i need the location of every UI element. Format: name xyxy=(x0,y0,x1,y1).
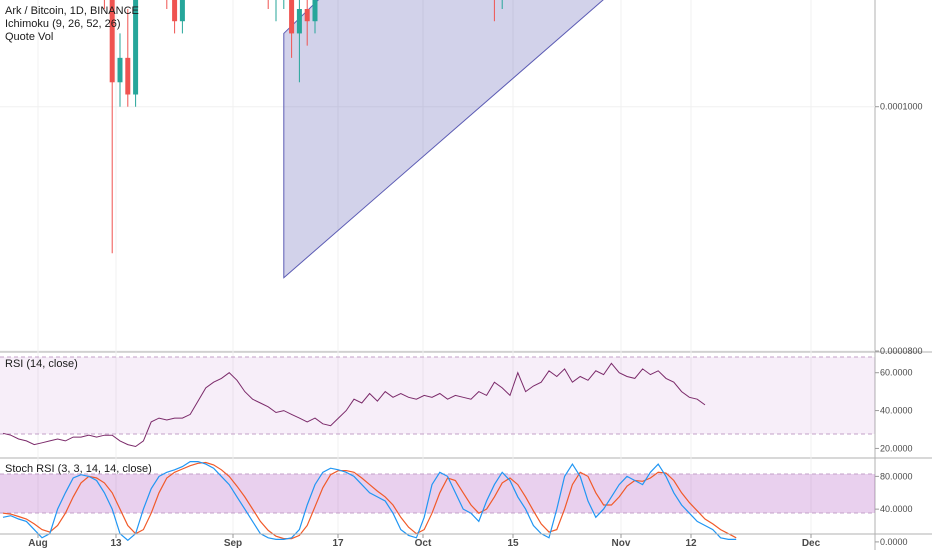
candle-body xyxy=(125,57,131,95)
price-tick-label: 0.0000800 xyxy=(880,346,923,356)
time-tick-label: Oct xyxy=(415,538,432,549)
time-tick-label: 15 xyxy=(507,538,519,549)
candle-body xyxy=(133,0,139,95)
stoch-band xyxy=(0,474,875,513)
ichimoku-legend[interactable]: Ichimoku (9, 26, 52, 26) xyxy=(5,18,121,30)
ascending-channel xyxy=(283,0,604,279)
stoch-tick-label: 0.0000 xyxy=(880,537,908,547)
rsi-tick-label: 40.0000 xyxy=(880,406,913,416)
rsi-tick-label: 20.0000 xyxy=(880,443,913,453)
candle-body xyxy=(304,9,310,22)
time-tick-label: Aug xyxy=(28,538,47,549)
candle-body xyxy=(312,0,318,22)
time-tick-label: Dec xyxy=(802,538,821,549)
pair-title: Ark / Bitcoin, 1D, BINANCE xyxy=(5,5,139,17)
candle-body xyxy=(289,0,295,34)
rsi-band xyxy=(0,357,875,434)
rsi-line xyxy=(2,362,706,448)
rsi-legend[interactable]: RSI (14, close) xyxy=(5,358,78,370)
rsi-tick-label: 60.0000 xyxy=(880,368,913,378)
candle-body xyxy=(109,0,115,83)
candle-body xyxy=(117,57,123,83)
time-tick-label: Nov xyxy=(612,538,631,549)
volume-legend[interactable]: Quote Vol xyxy=(5,31,54,43)
time-tick-label: Sep xyxy=(224,538,242,549)
time-tick-label: 12 xyxy=(685,538,697,549)
candle-body xyxy=(296,9,302,34)
candle-body xyxy=(179,0,185,22)
stoch-rsi-legend[interactable]: Stoch RSI (3, 3, 14, 14, close) xyxy=(5,463,152,475)
stoch-d-line xyxy=(2,461,737,540)
candle-body xyxy=(172,0,178,22)
time-tick-label: 13 xyxy=(110,538,122,549)
time-tick-label: 17 xyxy=(332,538,344,549)
price-tick-label: 0.0001000 xyxy=(880,102,923,112)
stoch-tick-label: 40.0000 xyxy=(880,504,913,514)
stoch-k-line xyxy=(2,461,737,542)
stoch-tick-label: 80.0000 xyxy=(880,471,913,481)
